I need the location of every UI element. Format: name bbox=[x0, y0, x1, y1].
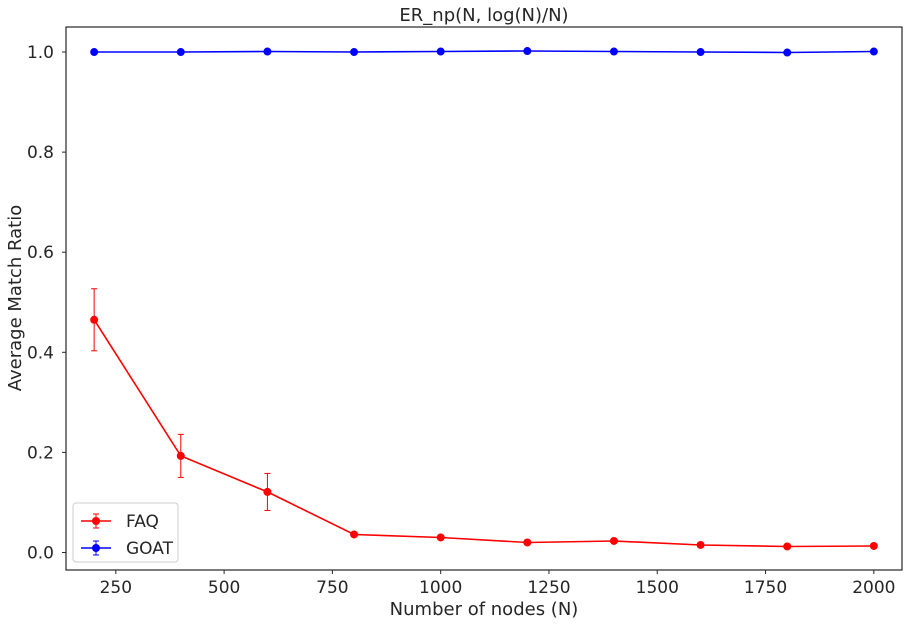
data-point bbox=[869, 541, 878, 550]
y-tick-label: 0.6 bbox=[27, 243, 54, 263]
data-point bbox=[869, 47, 878, 56]
x-tick-label: 500 bbox=[208, 578, 240, 598]
x-axis-label: Number of nodes (N) bbox=[390, 599, 579, 620]
series-line bbox=[94, 50, 874, 54]
data-point bbox=[350, 48, 359, 57]
y-tick-label: 0.0 bbox=[27, 543, 54, 563]
data-point bbox=[436, 47, 445, 56]
data-point bbox=[523, 47, 532, 56]
x-tick-label: 1250 bbox=[527, 578, 570, 598]
y-tick-label: 0.2 bbox=[27, 443, 54, 463]
data-point bbox=[609, 47, 618, 56]
legend-label: GOAT bbox=[126, 539, 174, 559]
data-point bbox=[523, 538, 532, 547]
data-point bbox=[90, 315, 99, 324]
data-point bbox=[263, 487, 272, 496]
legend-label: FAQ bbox=[126, 512, 159, 532]
data-point bbox=[696, 48, 705, 57]
x-tick-label: 1500 bbox=[636, 578, 679, 598]
data-point bbox=[609, 536, 618, 545]
x-tick-label: 250 bbox=[100, 578, 132, 598]
data-point bbox=[696, 540, 705, 549]
x-tick-label: 1000 bbox=[419, 578, 462, 598]
data-point bbox=[783, 542, 792, 551]
data-point bbox=[783, 48, 792, 57]
data-point bbox=[436, 533, 445, 542]
y-tick-label: 0.4 bbox=[27, 343, 54, 363]
series-faq bbox=[90, 288, 878, 551]
legend-marker bbox=[92, 517, 100, 525]
x-tick-label: 1750 bbox=[744, 578, 787, 598]
plot-frame bbox=[65, 26, 903, 571]
plot-area bbox=[90, 47, 878, 551]
data-point bbox=[176, 451, 185, 460]
chart-title: ER_np(N, log(N)/N) bbox=[399, 5, 568, 26]
x-tick-label: 2000 bbox=[852, 578, 895, 598]
legend: FAQ GOAT bbox=[72, 502, 179, 563]
y-axis: 0.0 0.2 0.4 0.6 0.8 1.0 bbox=[27, 43, 66, 563]
legend-marker bbox=[92, 544, 100, 552]
y-tick-label: 0.8 bbox=[27, 143, 54, 163]
series-line bbox=[93, 319, 874, 548]
data-point bbox=[350, 530, 359, 539]
data-point bbox=[263, 47, 272, 56]
data-point bbox=[176, 48, 185, 57]
y-tick-label: 1.0 bbox=[27, 43, 54, 63]
data-point bbox=[90, 48, 99, 57]
x-tick-label: 750 bbox=[316, 578, 348, 598]
series-goat bbox=[90, 47, 878, 57]
x-axis: 250 500 750 1000 1250 1500 1750 2000 bbox=[100, 570, 895, 598]
y-axis-label: Average Match Ratio bbox=[5, 205, 26, 392]
